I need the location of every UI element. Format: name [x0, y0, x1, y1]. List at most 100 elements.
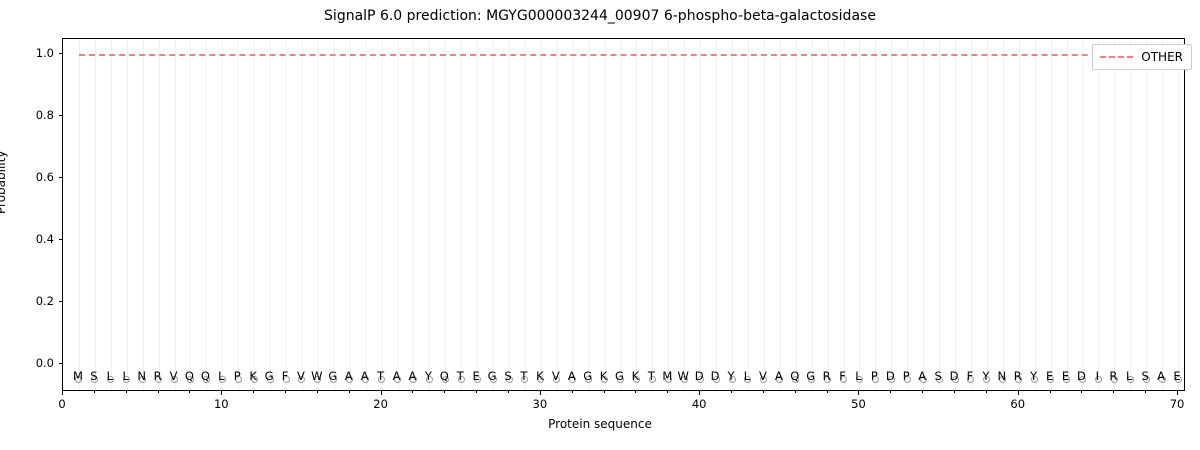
x-tick-minor: [189, 391, 191, 393]
legend-swatch-other: [1100, 56, 1134, 58]
gridline: [1018, 39, 1020, 390]
gridline: [652, 39, 654, 390]
x-tick-minor: [253, 391, 255, 393]
gridline: [1098, 39, 1100, 390]
x-tick-mark: [699, 391, 701, 395]
x-tick-mark: [62, 391, 63, 395]
residue-letter: R: [153, 369, 162, 383]
gridline: [1114, 39, 1116, 390]
residue-marker: [218, 376, 226, 384]
x-tick-mark: [221, 391, 223, 395]
residue-letter: L: [218, 369, 225, 383]
residue-marker: [744, 376, 752, 384]
residue-marker: [1110, 376, 1118, 384]
residue-marker: [585, 376, 593, 384]
residue-letter: D: [885, 369, 895, 383]
residue-marker: [171, 376, 178, 384]
y-tick-label: 0.8: [35, 108, 54, 123]
residue-letter: G: [328, 369, 338, 383]
gridline: [779, 39, 781, 390]
gridline: [540, 39, 542, 390]
residue-letter: W: [311, 369, 323, 383]
residue-marker: [1094, 376, 1102, 384]
residue-marker: [425, 376, 433, 384]
y-tick-label: 0.0: [35, 356, 54, 371]
x-tick-minor: [603, 391, 605, 393]
residue-letter: Y: [982, 369, 990, 383]
residue-letter: Q: [184, 369, 194, 383]
y-axis-label: Probability: [0, 150, 8, 214]
gridline: [493, 39, 495, 390]
residue-marker: [489, 376, 497, 384]
gridline: [891, 39, 893, 390]
residue-marker: [1126, 376, 1134, 384]
residue-marker: [457, 376, 465, 384]
gridline: [859, 39, 861, 390]
gridline: [270, 39, 272, 390]
gridline: [397, 39, 399, 390]
gridline: [126, 39, 128, 390]
residue-marker: [632, 376, 640, 384]
residue-marker: [107, 376, 115, 384]
residue-letter: A: [1157, 369, 1166, 383]
x-tick-minor: [412, 391, 414, 393]
residue-marker: [155, 376, 163, 384]
residue-marker: [760, 376, 768, 384]
gridline: [381, 39, 383, 390]
gridline: [1066, 39, 1068, 390]
residue-marker: [330, 376, 338, 384]
x-tick-mark: [380, 391, 382, 395]
gridline: [1034, 39, 1036, 390]
gridline: [843, 39, 845, 390]
gridline: [970, 39, 972, 390]
gridline: [445, 39, 447, 390]
gridline: [413, 39, 415, 390]
residue-marker: [1031, 376, 1039, 384]
residue-letter: N: [997, 369, 1007, 383]
gridline: [317, 39, 319, 390]
gridline: [716, 39, 718, 390]
gridline: [477, 39, 479, 390]
residue-letter: E: [472, 369, 480, 383]
x-tick-minor: [476, 391, 478, 393]
residue-marker: [186, 376, 194, 384]
residue-letter: K: [249, 369, 257, 383]
gridline: [461, 39, 463, 390]
x-tick-minor: [890, 391, 892, 393]
residue-marker: [473, 376, 481, 384]
residue-marker: [696, 376, 704, 384]
residue-marker: [75, 376, 83, 384]
residue-letter: G: [264, 369, 274, 383]
gridline: [811, 39, 813, 390]
gridline: [1146, 39, 1148, 390]
gridline: [732, 39, 734, 390]
residue-marker: [298, 376, 306, 384]
residue-marker: [967, 376, 975, 384]
residue-marker: [887, 376, 895, 384]
residue-letter: S: [90, 369, 98, 383]
gridline: [636, 39, 638, 390]
residue-letter: S: [504, 369, 512, 383]
residue-marker: [314, 376, 322, 384]
x-tick-minor: [348, 391, 350, 393]
legend[interactable]: OTHER: [1092, 44, 1192, 70]
residue-letter: Y: [1030, 369, 1038, 383]
residue-marker: [824, 376, 832, 384]
x-axis-label: Protein sequence: [548, 417, 652, 431]
residue-letter: I: [1095, 369, 1100, 383]
residue-letter: E: [1045, 369, 1054, 383]
residue-letter: A: [774, 369, 783, 383]
residue-marker: [617, 376, 625, 384]
residue-letter: D: [1077, 369, 1086, 383]
residue-marker: [537, 376, 545, 384]
residue-marker: [601, 376, 609, 384]
x-tick-minor: [922, 391, 924, 393]
residue-marker: [346, 376, 354, 384]
residue-letter: T: [647, 369, 655, 383]
gridline: [556, 39, 558, 390]
gridline: [222, 39, 224, 390]
x-tick-minor: [93, 391, 95, 393]
residue-letter: V: [169, 369, 178, 383]
residue-marker: [919, 376, 927, 384]
residue-marker: [664, 376, 672, 384]
